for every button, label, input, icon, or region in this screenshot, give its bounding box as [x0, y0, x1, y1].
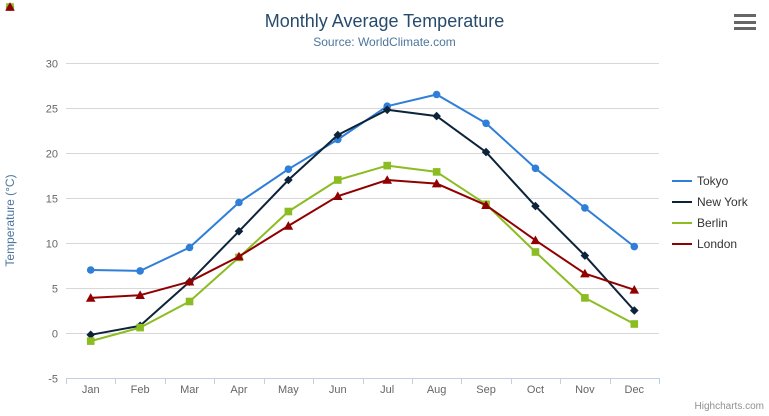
credits-link[interactable]: Highcharts.com — [694, 401, 764, 412]
x-tick-label: Oct — [527, 384, 544, 396]
legend-item-new-york[interactable]: New York — [672, 194, 748, 210]
series-new-york-point — [86, 330, 96, 340]
x-tick-label: Dec — [625, 384, 645, 396]
x-tick-label: Aug — [427, 384, 447, 396]
series-tokyo-point — [531, 164, 540, 173]
series-new-york-point — [333, 130, 343, 140]
chart-subtitle: Source: WorldClimate.com — [313, 35, 456, 49]
series-tokyo-point — [482, 119, 490, 128]
series-new-york-point — [284, 175, 293, 185]
y-tick-label: 0 — [52, 329, 58, 341]
series-new-york-point — [531, 201, 540, 211]
series-tokyo-point — [235, 198, 243, 207]
y-tick-label: 5 — [52, 284, 58, 296]
series-new-york-point — [629, 306, 639, 315]
series-london-point — [382, 175, 393, 184]
legend-label-tokyo: Tokyo — [697, 174, 729, 188]
series-tokyo-point — [86, 266, 95, 274]
legend-circle-icon — [672, 180, 692, 182]
legend-item-tokyo[interactable]: Tokyo — [672, 173, 748, 189]
context-menu-button[interactable] — [734, 13, 758, 31]
legend-label-berlin: Berlin — [697, 216, 728, 230]
series-berlin-point — [531, 248, 540, 256]
legend-item-london[interactable]: London — [672, 236, 748, 252]
series-tokyo-point — [185, 243, 194, 252]
legend-label-new-york: New York — [697, 195, 748, 209]
legend-item-berlin[interactable]: Berlin — [672, 215, 748, 231]
series-tokyo-point — [432, 90, 441, 99]
legend-square-icon — [672, 222, 692, 224]
legend-label-london: London — [697, 237, 738, 251]
series-berlin-point — [432, 168, 441, 176]
x-tick-label: Nov — [575, 384, 595, 396]
series-new-york-point — [432, 111, 441, 121]
series-berlin-point — [630, 320, 639, 328]
series-berlin-point — [86, 337, 95, 345]
series-new-york-point — [580, 251, 590, 260]
series-london-point — [580, 268, 590, 278]
series-tokyo-point — [630, 242, 639, 251]
series-london-point — [135, 290, 145, 299]
series-new-york-point — [382, 105, 392, 115]
series-berlin-point — [136, 323, 144, 332]
x-tick-label: Feb — [131, 384, 150, 396]
series-berlin-point — [333, 176, 342, 184]
series-tokyo-line[interactable] — [89, 93, 636, 272]
legend-marker-london — [5, 2, 15, 11]
legend-triangle-icon — [672, 243, 692, 245]
series-london-point — [85, 293, 96, 302]
y-tick-label: 15 — [46, 194, 58, 206]
y-tick-label: -5 — [48, 374, 58, 386]
x-tick-label: Mar — [180, 384, 199, 396]
series-berlin-point — [383, 161, 392, 170]
x-tick-label: Sep — [476, 384, 496, 396]
series-tokyo-point — [136, 267, 144, 275]
x-tick-label: Jun — [329, 384, 347, 396]
x-tick-label: Apr — [230, 384, 247, 396]
series-london-point — [481, 200, 491, 209]
x-tick-label: Jan — [82, 384, 100, 396]
chart-title: Monthly Average Temperature — [264, 11, 505, 31]
series-london-point — [283, 221, 294, 230]
legend-diamond-icon — [672, 201, 692, 203]
series-london-point — [629, 285, 640, 294]
series-london-line[interactable] — [89, 179, 636, 299]
y-tick-label: 10 — [46, 239, 58, 251]
legend: Tokyo New York Berlin London — [672, 173, 748, 252]
x-tick-label: May — [278, 384, 299, 396]
series-tokyo-point — [284, 165, 293, 173]
series-berlin-point — [581, 294, 589, 302]
series-berlin-line[interactable] — [89, 164, 636, 343]
series-new-york-line[interactable] — [89, 108, 636, 336]
series-berlin-point — [185, 297, 194, 306]
series-london-point — [530, 235, 541, 245]
series-new-york-point — [481, 147, 491, 157]
series-london-point — [234, 251, 244, 261]
series-berlin-point — [284, 207, 293, 216]
hamburger-icon — [734, 14, 756, 17]
y-tick-label: 30 — [46, 59, 58, 71]
series-london-point — [431, 178, 442, 188]
y-tick-label: 20 — [46, 149, 58, 161]
y-tick-label: 25 — [46, 104, 58, 116]
series-london-point — [184, 276, 195, 286]
y-axis-title: Temperature (°C) — [3, 174, 17, 266]
series-tokyo-point — [581, 204, 589, 212]
series-london-point — [332, 191, 343, 200]
series-new-york-point — [234, 227, 244, 236]
x-tick-label: Jul — [380, 384, 394, 396]
